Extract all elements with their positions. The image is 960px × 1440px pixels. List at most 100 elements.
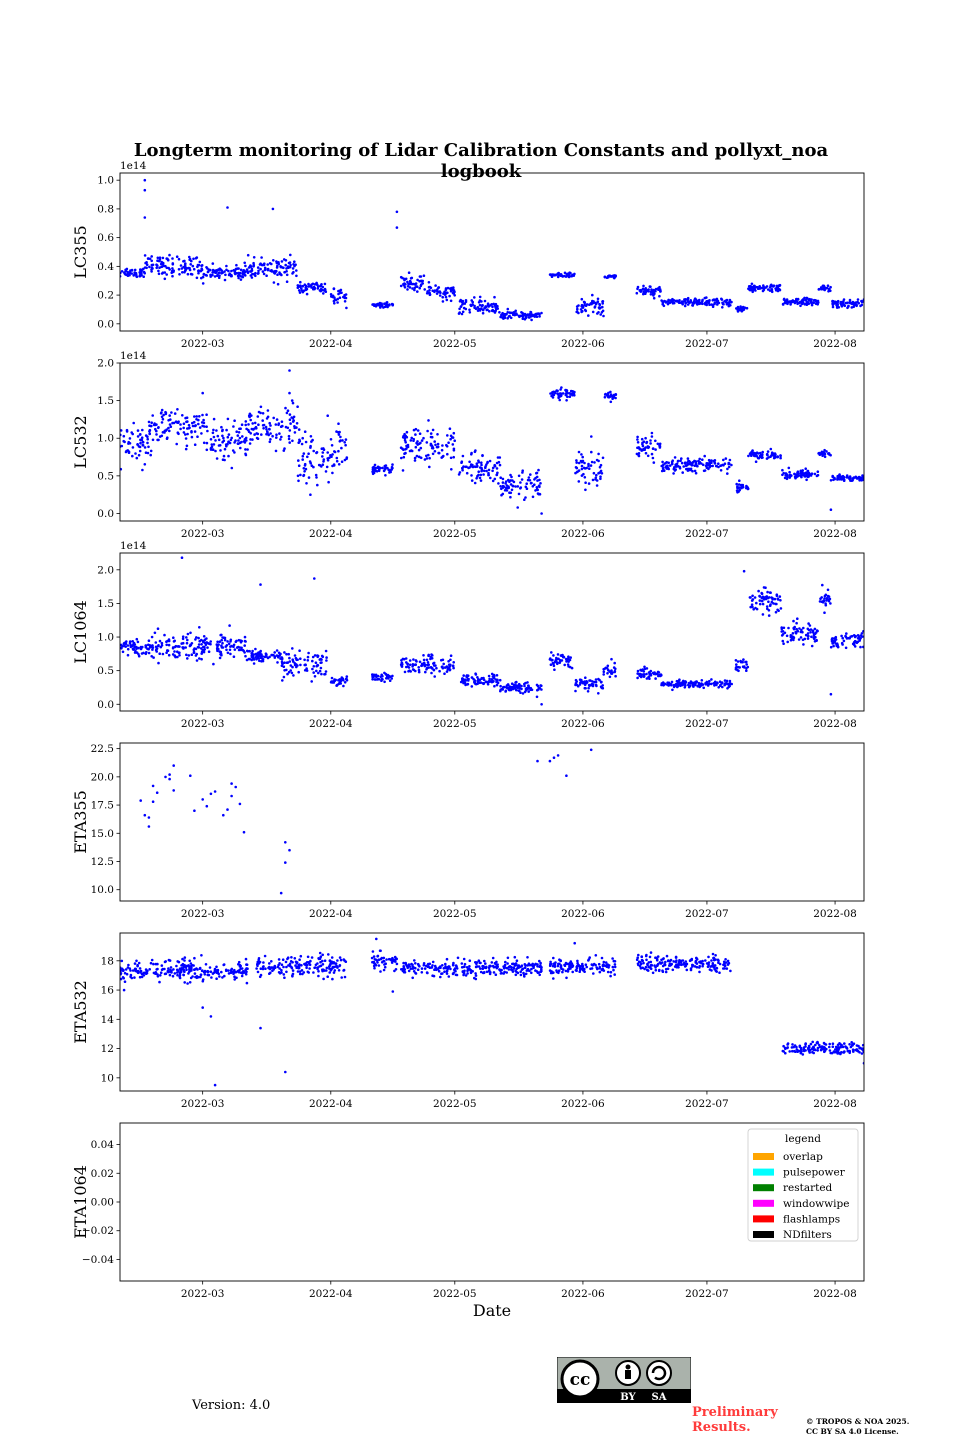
y-tick-label: 0.0 [97,699,114,711]
data-point [446,434,449,437]
data-point [595,684,598,688]
data-point [414,962,417,965]
data-point [693,469,697,473]
data-point [418,286,422,290]
data-point [586,690,590,693]
data-point [521,692,525,695]
data-point [212,662,215,666]
data-point [764,595,768,599]
data-point [792,619,795,623]
data-point [233,441,236,444]
data-point [465,471,469,475]
data-point [221,636,224,639]
data-point [183,959,186,962]
data-point [828,453,831,456]
data-point [736,491,739,494]
data-point [142,974,146,977]
data-point [303,470,306,473]
data-point [235,639,238,643]
data-point [481,967,485,970]
data-point [661,300,664,303]
data-point [427,453,430,457]
data-point [722,458,725,462]
data-point [322,292,325,295]
data-point [823,455,827,459]
data-point [185,444,189,448]
data-point [588,467,591,471]
data-point [221,429,224,433]
data-point [280,971,283,974]
data-point [597,452,600,456]
data-point [165,266,169,270]
data-point [565,976,568,980]
data-point [300,442,304,446]
data-point [568,395,572,399]
data-point [311,438,314,442]
data-point [338,289,342,293]
data-point [677,301,681,305]
data-point [216,647,219,651]
data-point [645,672,648,676]
data-point [816,470,820,474]
data-point [290,399,294,402]
data-point [770,288,774,291]
data-point [273,656,277,659]
data-point [284,861,287,864]
data-point [147,257,150,260]
data-point [190,259,193,263]
data-point [414,433,417,436]
data-point [502,317,505,320]
data-point [311,655,315,659]
data-point [144,644,147,647]
data-point [579,681,582,684]
data-point [343,300,347,303]
data-point [829,692,833,696]
data-point [842,298,846,301]
data-point [767,596,771,599]
data-point [406,285,410,288]
data-point [234,272,237,276]
data-point [563,271,567,275]
data-point [317,974,320,978]
data-point [466,972,469,975]
data-point [275,260,278,263]
data-point [471,970,475,973]
data-point [221,641,224,645]
data-point [120,467,123,471]
data-point [524,496,527,499]
axes-frame [119,742,865,902]
data-point [184,433,187,436]
data-point [496,681,500,685]
data-point [431,452,435,456]
data-point [135,959,138,963]
data-point [448,294,451,298]
data-point [649,293,653,296]
data-point [599,477,602,481]
data-point [498,311,501,314]
data-point [745,669,748,672]
data-point [729,969,732,973]
data-point [526,681,529,684]
data-point [462,957,466,961]
data-point [429,444,433,447]
data-point [606,963,609,966]
data-point [523,684,526,688]
data-point [344,293,348,296]
data-point [476,306,480,309]
data-point [442,454,445,458]
data-point [399,663,403,666]
data-point [521,317,525,321]
data-point [161,417,165,421]
data-point [181,637,185,641]
data-point [468,967,471,971]
data-point [298,972,302,976]
data-point [293,957,297,960]
data-point [810,635,813,639]
data-point [534,312,538,316]
data-point [182,973,185,977]
data-point [417,448,421,452]
data-point [602,960,606,964]
data-point [646,288,649,292]
data-point [224,273,227,277]
data-point [755,601,758,605]
